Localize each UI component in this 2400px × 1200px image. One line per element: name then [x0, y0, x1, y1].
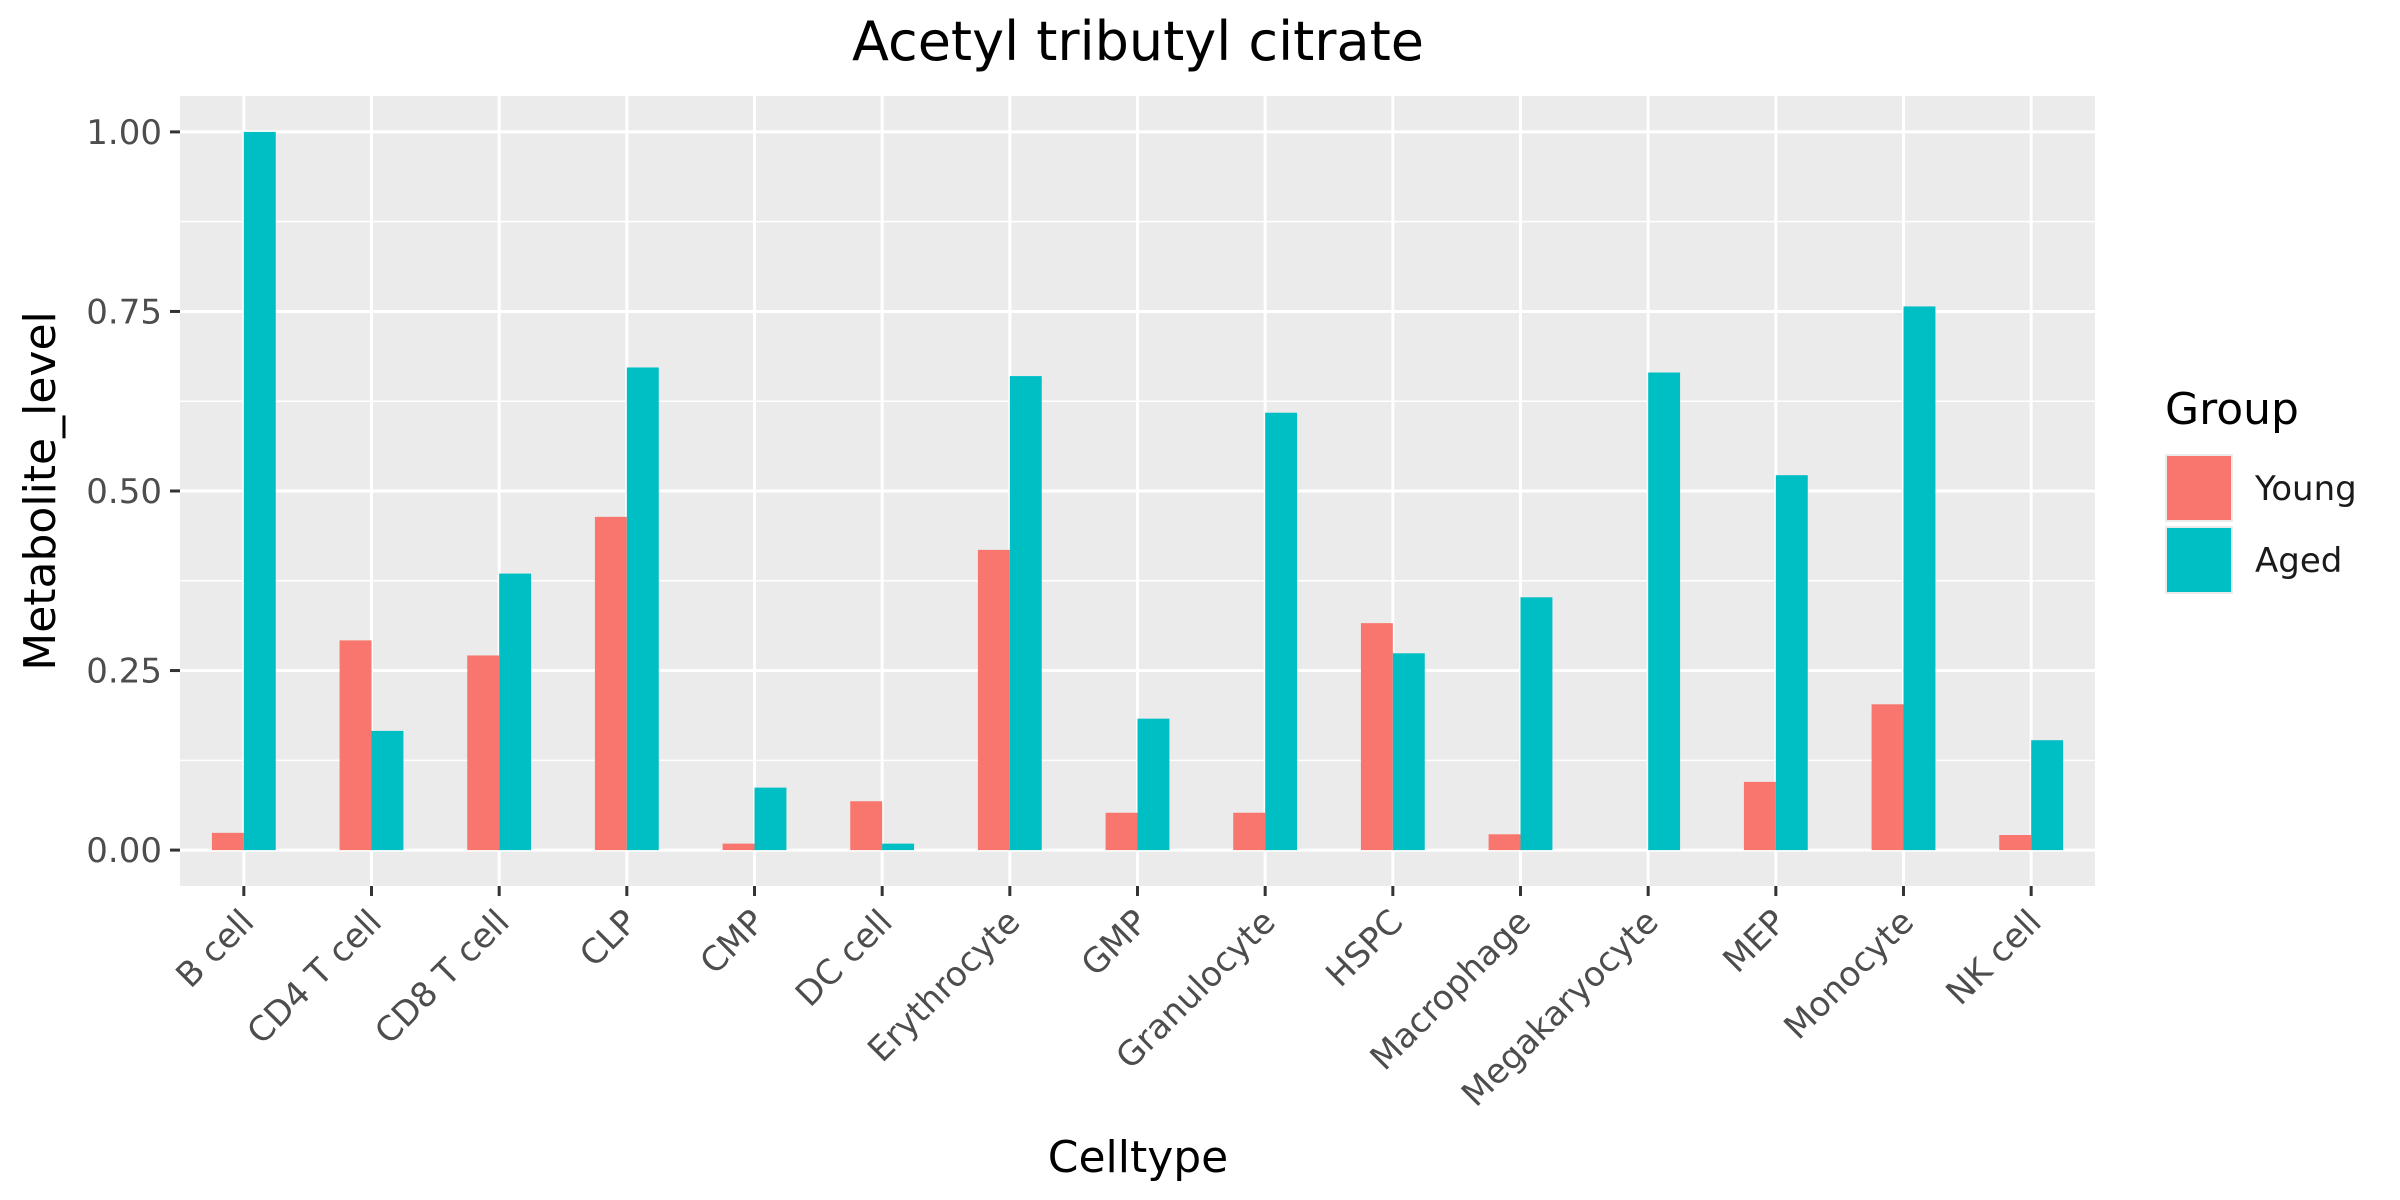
bar-young-erythrocyte: [977, 549, 1010, 851]
bar-aged-b-cell: [243, 131, 276, 851]
y-tick-label: 0.50: [86, 472, 162, 512]
bar-aged-dc-cell: [882, 843, 915, 851]
legend-label-young: Young: [2254, 469, 2357, 509]
bar-aged-gmp: [1137, 718, 1170, 851]
x-tick-label: NK cell: [1938, 902, 2049, 1013]
x-tick-label: CMP: [693, 902, 773, 982]
bar-young-mep: [1743, 781, 1776, 851]
bar-young-macrophage: [1488, 834, 1521, 851]
bar-aged-cmp: [754, 787, 787, 851]
y-tick-label: 1.00: [86, 113, 162, 153]
x-tick-label: HSPC: [1318, 902, 1411, 995]
bar-aged-nk-cell: [2031, 740, 2064, 851]
y-tick-label: 0.75: [86, 292, 162, 332]
x-tick-label: CLP: [572, 902, 645, 975]
bar-aged-hspc: [1392, 653, 1425, 851]
x-tick-label: CD8 T cell: [367, 902, 517, 1052]
bar-young-cmp: [722, 843, 755, 851]
bar-young-cd4-t-cell: [339, 640, 372, 851]
bar-aged-erythrocyte: [1009, 376, 1042, 851]
bar-young-b-cell: [211, 832, 244, 851]
x-tick-label: GMP: [1074, 902, 1156, 984]
bar-young-dc-cell: [850, 801, 883, 851]
legend-key-young: [2167, 456, 2231, 520]
bar-aged-clp: [626, 367, 659, 851]
legend: Group Young Aged: [2165, 384, 2357, 594]
bar-aged-granulocyte: [1265, 412, 1298, 851]
legend-title: Group: [2165, 384, 2299, 435]
x-tick-label: Monocyte: [1777, 902, 1922, 1047]
bar-young-granulocyte: [1233, 812, 1266, 851]
legend-key-aged: [2167, 528, 2231, 592]
bar-aged-mep: [1775, 475, 1808, 851]
bar-young-clp: [594, 516, 627, 851]
y-axis-title: Metabolite_level: [15, 311, 66, 671]
bar-young-monocyte: [1871, 704, 1904, 851]
bar-young-nk-cell: [1999, 835, 2032, 851]
x-tick-label: CD4 T cell: [240, 902, 390, 1052]
bar-young-gmp: [1105, 812, 1138, 851]
bar-aged-cd8-t-cell: [499, 573, 532, 851]
x-tick-label: MEP: [1715, 902, 1794, 981]
bar-aged-macrophage: [1520, 597, 1553, 851]
chart-title: Acetyl tributyl citrate: [852, 10, 1424, 73]
bar-aged-megakaryocyte: [1648, 372, 1681, 851]
bar-young-hspc: [1360, 623, 1393, 851]
x-tick-label: DC cell: [788, 902, 901, 1015]
x-tick-label: B cell: [168, 902, 262, 996]
bar-aged-monocyte: [1903, 306, 1936, 851]
bar-aged-cd4-t-cell: [371, 730, 404, 851]
x-axis-title: Celltype: [1048, 1132, 1229, 1183]
bar-young-cd8-t-cell: [467, 655, 500, 851]
bars: [211, 131, 2064, 851]
y-tick-label: 0.25: [86, 652, 162, 692]
legend-label-aged: Aged: [2255, 541, 2342, 581]
y-tick-label: 0.00: [86, 831, 162, 871]
